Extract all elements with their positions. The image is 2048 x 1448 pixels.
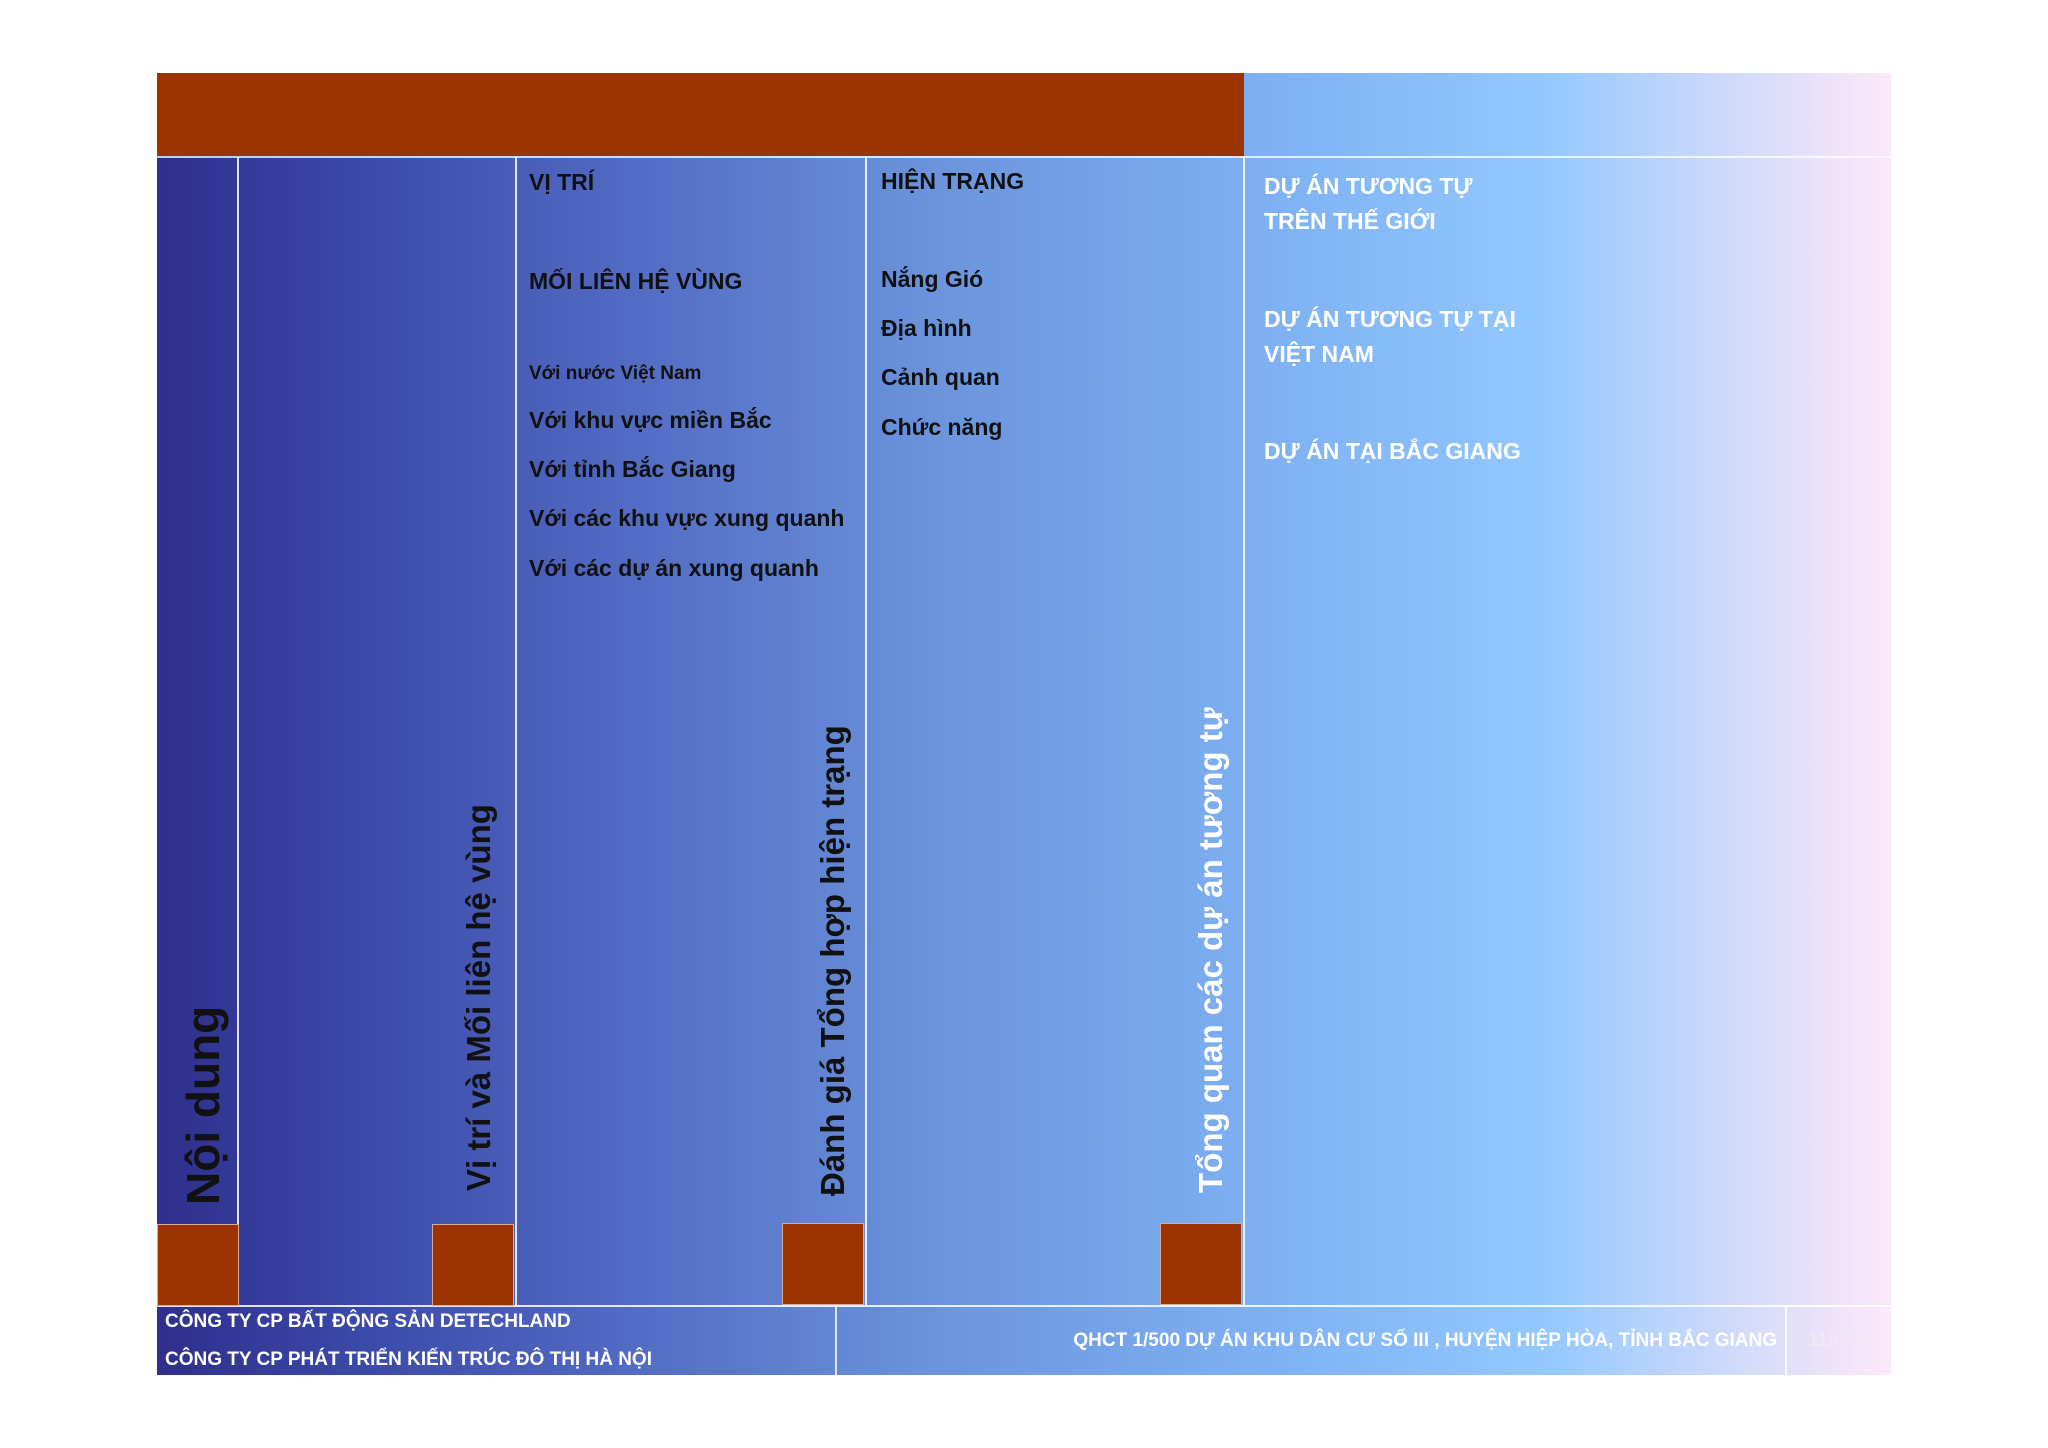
similar-projects-vietnam-line2: VIỆT NAM: [1264, 341, 1374, 367]
location-item: Với các khu vực xung quanh: [529, 505, 845, 531]
column-divider-1: [237, 157, 239, 1305]
status-item: Cảnh quan: [881, 364, 1000, 390]
location-item: Với các dự án xung quanh: [529, 555, 819, 581]
accent-block-2: [432, 1224, 514, 1306]
status-item: Địa hình: [881, 315, 972, 341]
location-item: Với tỉnh Bắc Giang: [529, 456, 736, 482]
location-item: Với khu vực miền Bắc: [529, 407, 772, 433]
region-relation-heading: MỐI LIÊN HỆ VÙNG: [529, 268, 743, 294]
top-header-bar: [157, 73, 1244, 156]
similar-projects-world: DỰ ÁN TƯƠNG TỰ TRÊN THẾ GIỚI: [1264, 169, 1472, 239]
similar-projects-vietnam: DỰ ÁN TƯƠNG TỰ TẠI VIỆT NAM: [1264, 302, 1516, 372]
column-divider-2: [515, 157, 517, 1305]
project-bac-giang: DỰ ÁN TẠI BẮC GIANG: [1264, 438, 1521, 464]
location-item: Với nước Việt Nam: [529, 363, 702, 384]
slide-board: Nội dung Vị trí và Mối liên hệ vùng Đánh…: [157, 73, 1891, 1375]
content-title: Nội dung: [177, 1005, 229, 1205]
location-heading: VỊ TRÍ: [529, 169, 595, 195]
location-relation-title: Vị trí và Mối liên hệ vùng: [460, 804, 497, 1191]
column-divider-3: [865, 157, 867, 1305]
similar-projects-world-line1: DỰ ÁN TƯƠNG TỰ: [1264, 173, 1473, 199]
footer-company-1: CÔNG TY CP BẤT ĐỘNG SẢN DETECHLAND: [165, 1311, 571, 1332]
similar-projects-world-line2: TRÊN THẾ GIỚI: [1264, 208, 1436, 234]
column-divider-4: [1243, 157, 1245, 1305]
footer-divider: [157, 1305, 1891, 1307]
accent-block-4: [1160, 1223, 1242, 1305]
footer-divider-1: [835, 1307, 837, 1375]
status-item: Nắng Gió: [881, 266, 984, 292]
status-heading: HIỆN TRẠNG: [881, 168, 1025, 194]
footer-code: 110928: [1808, 1330, 1871, 1351]
footer-divider-2: [1785, 1307, 1787, 1375]
accent-block-1: [157, 1224, 239, 1306]
accent-block-3: [782, 1223, 864, 1305]
similar-projects-title: Tổng quan các dự án tương tự: [1192, 707, 1229, 1193]
footer-project-title: QHCT 1/500 DỰ ÁN KHU DÂN CƯ SỐ III , HUY…: [1073, 1330, 1777, 1351]
status-item: Chức năng: [881, 414, 1003, 440]
similar-projects-vietnam-line1: DỰ ÁN TƯƠNG TỰ TẠI: [1264, 306, 1516, 332]
footer-company-2: CÔNG TY CP PHÁT TRIỂN KIẾN TRÚC ĐÔ THỊ H…: [165, 1349, 652, 1370]
status-assessment-title: Đánh giá Tổng hợp hiện trạng: [814, 725, 851, 1196]
header-divider: [157, 156, 1891, 158]
